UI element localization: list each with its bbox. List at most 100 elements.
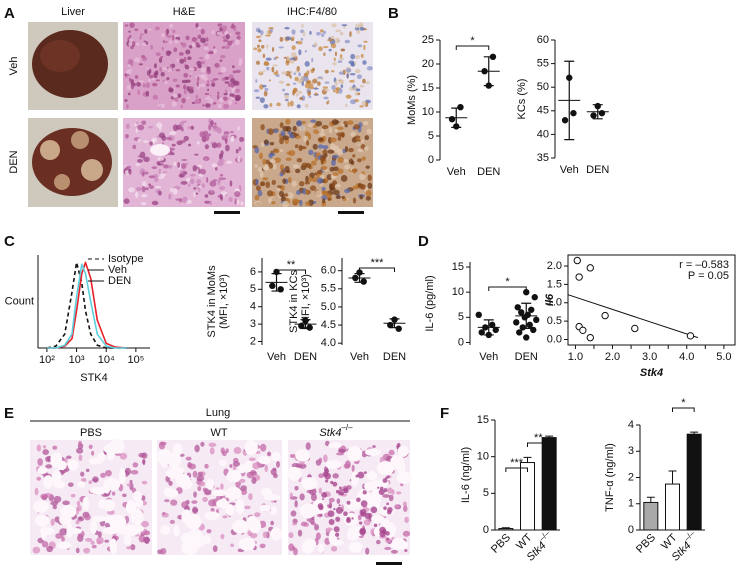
texture bbox=[296, 40, 303, 45]
texture bbox=[326, 101, 329, 105]
alveolus bbox=[397, 460, 406, 476]
texture bbox=[132, 144, 137, 150]
texture bbox=[197, 471, 203, 477]
texture bbox=[143, 140, 149, 143]
texture bbox=[166, 77, 170, 81]
texture bbox=[321, 33, 325, 38]
texture bbox=[279, 137, 284, 145]
sd-whisker bbox=[521, 302, 532, 329]
x-tick-label: 3.0 bbox=[642, 351, 657, 363]
significance-label: *** bbox=[371, 257, 385, 269]
texture bbox=[211, 82, 216, 87]
texture bbox=[289, 100, 294, 107]
texture bbox=[330, 480, 334, 485]
texture bbox=[104, 539, 109, 543]
texture bbox=[203, 46, 209, 51]
texture bbox=[322, 145, 329, 150]
y-axis-label: MoMs (%) bbox=[406, 75, 418, 125]
texture bbox=[217, 91, 220, 95]
texture bbox=[229, 180, 233, 187]
texture bbox=[128, 77, 132, 82]
texture bbox=[331, 85, 336, 91]
texture bbox=[197, 34, 202, 40]
alveolus bbox=[180, 478, 193, 490]
texture bbox=[282, 88, 286, 92]
texture bbox=[189, 67, 195, 71]
texture bbox=[129, 479, 133, 484]
texture bbox=[301, 23, 304, 28]
bar bbox=[520, 462, 535, 531]
texture bbox=[280, 196, 287, 202]
texture bbox=[130, 469, 139, 475]
texture bbox=[232, 465, 237, 471]
texture bbox=[155, 52, 161, 57]
texture bbox=[285, 157, 292, 161]
column-label: H&E bbox=[173, 6, 196, 18]
alveolus bbox=[40, 527, 55, 536]
texture bbox=[313, 87, 319, 90]
texture bbox=[221, 46, 226, 49]
texture bbox=[238, 62, 242, 67]
alveolus bbox=[232, 519, 249, 534]
texture bbox=[194, 153, 199, 156]
texture bbox=[196, 178, 202, 184]
texture bbox=[197, 64, 202, 69]
alveolus bbox=[325, 460, 342, 469]
texture bbox=[198, 168, 201, 175]
texture bbox=[355, 23, 358, 29]
texture bbox=[386, 537, 390, 541]
y-tick-label: 20 bbox=[422, 58, 434, 70]
alveolus bbox=[218, 459, 227, 467]
alveolus bbox=[347, 445, 363, 462]
texture bbox=[334, 128, 339, 133]
texture bbox=[137, 89, 141, 96]
texture bbox=[255, 79, 258, 83]
texture bbox=[308, 149, 314, 156]
texture bbox=[146, 67, 149, 70]
texture bbox=[207, 88, 210, 92]
texture bbox=[338, 491, 342, 496]
texture bbox=[168, 87, 174, 93]
texture bbox=[253, 47, 258, 51]
texture bbox=[196, 81, 200, 87]
texture bbox=[125, 133, 129, 139]
texture bbox=[260, 44, 265, 49]
texture bbox=[325, 479, 329, 483]
texture bbox=[158, 132, 166, 139]
texture bbox=[283, 193, 289, 197]
texture bbox=[260, 181, 266, 187]
alveolus bbox=[103, 443, 120, 454]
texture bbox=[282, 135, 290, 141]
texture bbox=[219, 54, 226, 59]
texture bbox=[309, 517, 315, 524]
texture bbox=[255, 60, 261, 65]
texture bbox=[403, 505, 408, 512]
texture bbox=[178, 126, 184, 130]
texture bbox=[154, 176, 159, 183]
texture bbox=[291, 180, 297, 187]
x-tick-label: Veh bbox=[350, 351, 369, 363]
texture bbox=[379, 526, 386, 534]
significance-bracket bbox=[359, 267, 395, 272]
texture bbox=[357, 44, 363, 48]
texture bbox=[322, 498, 325, 501]
texture bbox=[128, 168, 132, 175]
texture bbox=[248, 493, 253, 501]
texture bbox=[141, 480, 148, 485]
texture bbox=[80, 477, 87, 483]
texture bbox=[145, 90, 150, 97]
texture bbox=[354, 55, 360, 60]
texture bbox=[268, 79, 272, 82]
y-tick-label: 0 bbox=[428, 154, 434, 166]
y-tick-label: 2.0 bbox=[547, 260, 562, 272]
texture bbox=[364, 135, 370, 141]
texture bbox=[315, 31, 321, 36]
texture bbox=[154, 26, 160, 31]
y-tick-label: 50 bbox=[537, 81, 549, 93]
x-tick-label: 10² bbox=[39, 354, 55, 366]
texture bbox=[224, 81, 230, 84]
texture bbox=[269, 102, 273, 107]
alveolus bbox=[88, 457, 103, 465]
texture bbox=[127, 69, 133, 72]
data-point bbox=[579, 326, 587, 335]
